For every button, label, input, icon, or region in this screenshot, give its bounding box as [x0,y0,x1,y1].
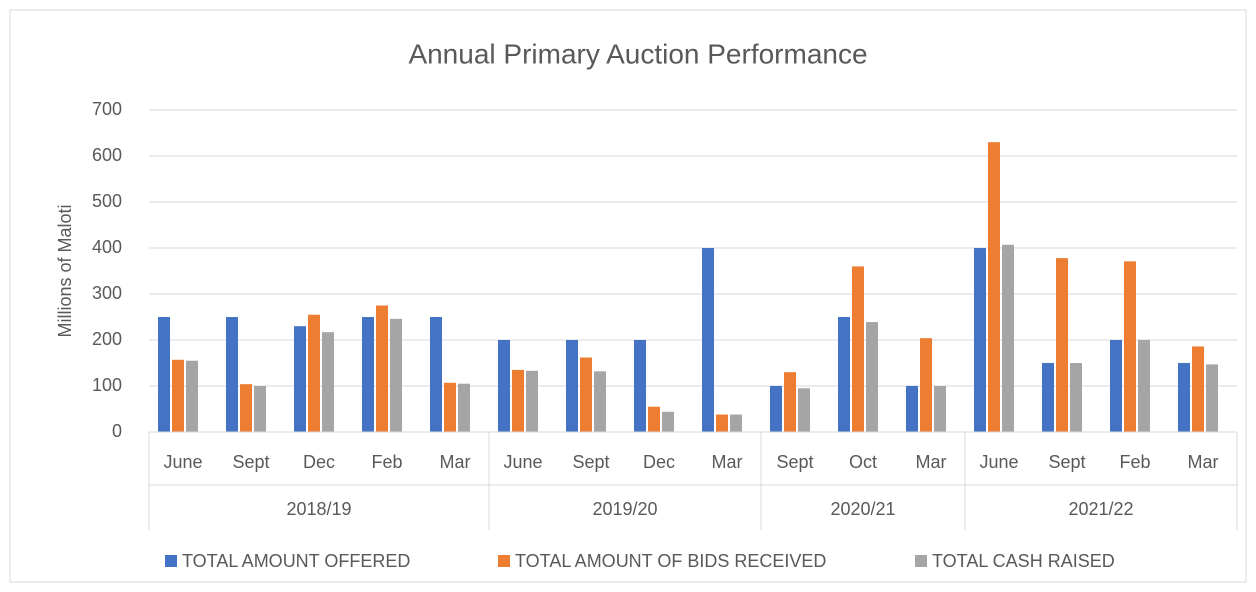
x-tick-label: Sept [232,452,269,472]
bar [362,317,374,432]
bar [498,340,510,432]
x-tick-label: Oct [849,452,877,472]
bar [430,317,442,432]
bar [594,371,606,432]
bar [526,370,538,432]
bar [784,372,796,432]
bar [866,322,878,432]
bar [716,414,728,432]
x-tick-label: Sept [776,452,813,472]
bar [240,384,252,432]
bar [1042,363,1054,432]
x-tick-label: Mar [916,452,947,472]
y-tick-label: 100 [92,375,122,395]
bar [934,386,946,432]
y-tick-label: 700 [92,99,122,119]
bar [1138,340,1150,432]
bar [1070,363,1082,432]
bar [580,357,592,432]
group-label: 2020/21 [830,499,895,519]
x-tick-label: June [163,452,202,472]
bar [458,383,470,432]
bar [294,326,306,432]
bar [444,382,456,432]
bar [1192,346,1204,432]
bar [322,332,334,432]
x-tick-label: Mar [712,452,743,472]
bar [730,414,742,432]
bar [920,338,932,432]
bar [390,318,402,432]
x-tick-label: June [979,452,1018,472]
legend-label: TOTAL CASH RAISED [932,551,1115,571]
chart-title: Annual Primary Auction Performance [408,38,867,69]
chart-border [9,9,1247,583]
y-tick-label: 300 [92,283,122,303]
y-tick-label: 400 [92,237,122,257]
legend-label: TOTAL AMOUNT OF BIDS RECEIVED [515,551,826,571]
bar [158,317,170,432]
bar [1124,261,1136,432]
bar [1206,364,1218,432]
bar [512,369,524,432]
bar [988,142,1000,432]
group-label: 2019/20 [592,499,657,519]
bar [566,340,578,432]
bar [634,340,646,432]
legend-swatch [498,555,510,567]
bar [798,388,810,432]
y-axis-label: Millions of Maloti [55,204,75,337]
group-label: 2021/22 [1068,499,1133,519]
bar [308,314,320,432]
y-tick-label: 500 [92,191,122,211]
bar [1002,244,1014,432]
bar [1110,340,1122,432]
y-tick-label: 600 [92,145,122,165]
bar [186,360,198,432]
legend-swatch [915,555,927,567]
bar [376,305,388,432]
bar [662,411,674,432]
x-tick-label: Mar [440,452,471,472]
bar [838,317,850,432]
y-tick-label: 200 [92,329,122,349]
x-tick-label: Sept [572,452,609,472]
group-label: 2018/19 [286,499,351,519]
x-tick-label: Feb [371,452,402,472]
legend-swatch [165,555,177,567]
bar [1178,363,1190,432]
x-tick-label: Sept [1048,452,1085,472]
bar [254,386,266,432]
bar [906,386,918,432]
x-tick-label: Dec [303,452,335,472]
x-tick-label: Dec [643,452,675,472]
bar [770,386,782,432]
y-tick-label: 0 [112,421,122,441]
bar [226,317,238,432]
bar [1056,258,1068,432]
legend-label: TOTAL AMOUNT OFFERED [182,551,410,571]
x-tick-label: Feb [1119,452,1150,472]
bar [648,406,660,432]
x-tick-label: June [503,452,542,472]
x-tick-label: Mar [1188,452,1219,472]
bar [172,359,184,432]
bar [702,248,714,432]
bar [974,248,986,432]
bar [852,266,864,432]
